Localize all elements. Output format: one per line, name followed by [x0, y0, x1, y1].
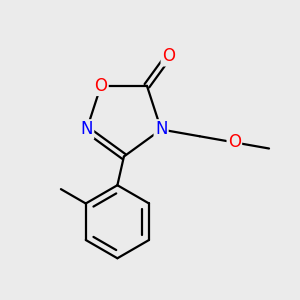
Text: O: O [162, 47, 175, 65]
Text: N: N [80, 121, 93, 139]
Text: O: O [94, 77, 107, 95]
Text: N: N [155, 121, 167, 139]
Text: O: O [228, 134, 241, 152]
